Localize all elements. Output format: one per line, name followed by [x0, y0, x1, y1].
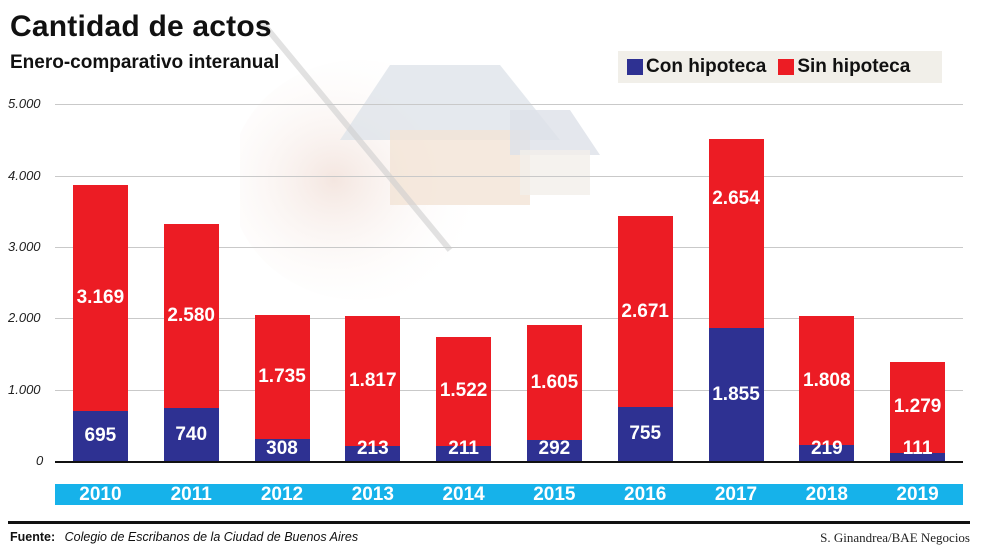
gridline-1000 — [55, 390, 963, 391]
value-label-sin-hipoteca: 1.808 — [803, 369, 851, 391]
value-label-con-hipoteca: 1.855 — [712, 383, 760, 405]
bar-2019: 1.279 111 — [890, 361, 946, 461]
bar-segment-con-hipoteca — [617, 407, 673, 461]
value-label-con-hipoteca: 292 — [538, 437, 571, 459]
y-tick-label: 0 — [36, 453, 44, 468]
gridline-3000 — [55, 247, 963, 248]
legend: Con hipoteca Sin hipoteca — [618, 51, 942, 83]
value-label-con-hipoteca: 213 — [356, 437, 389, 459]
bar-segment-con-hipoteca — [526, 440, 582, 461]
gridline-4000 — [55, 176, 963, 177]
bar-segment-sin-hipoteca — [163, 223, 219, 409]
bar-segment-sin-hipoteca — [526, 325, 582, 441]
value-label-sin-hipoteca: 1.279 — [893, 396, 942, 418]
chart-subtitle: Enero-comparativo interanual — [10, 52, 280, 73]
bar-segment-con-hipoteca — [890, 453, 946, 461]
bar-2011: 2.580 740 — [163, 223, 219, 461]
y-tick-label: 3.000 — [8, 239, 41, 254]
value-label-con-hipoteca: 111 — [902, 437, 933, 459]
bar-segment-sin-hipoteca — [617, 216, 673, 407]
value-label-con-hipoteca: 755 — [629, 422, 662, 444]
year-label: 2018 — [805, 484, 848, 505]
bar-2010: 3.169 695 — [72, 184, 128, 461]
value-label-sin-hipoteca: 2.671 — [621, 300, 669, 322]
bar-2015: 1.605 292 — [526, 325, 582, 461]
bar-2018: 1.808 219 — [799, 316, 855, 461]
year-label: 2010 — [79, 484, 122, 505]
value-label-sin-hipoteca: 1.817 — [349, 369, 397, 391]
bar-2016: 2.671 755 — [617, 216, 673, 461]
value-label-sin-hipoteca: 2.580 — [167, 304, 215, 326]
legend-swatch-sin-hipoteca — [778, 59, 795, 75]
year-label: 2012 — [260, 484, 304, 505]
value-label-sin-hipoteca: 2.654 — [712, 187, 760, 209]
bar-2017: 2.654 1.855 — [708, 138, 764, 461]
bar-segment-con-hipoteca — [254, 438, 310, 461]
author-credit: S. Ginandrea/BAE Negocios — [820, 530, 970, 545]
bar-segment-sin-hipoteca — [708, 138, 764, 329]
bar-2013: 1.817 213 — [345, 315, 401, 461]
bar-segment-sin-hipoteca — [72, 184, 128, 412]
y-tick-label: 1.000 — [8, 382, 41, 397]
value-label-con-hipoteca: 740 — [175, 423, 208, 445]
source-note: Fuente: Colegio de Escribanos de la Ciud… — [10, 530, 358, 544]
y-tick-label: 2.000 — [8, 310, 41, 325]
gridline-5000 — [55, 104, 963, 105]
bar-segment-con-hipoteca — [163, 408, 219, 461]
bar-segment-sin-hipoteca — [799, 316, 855, 446]
value-label-con-hipoteca: 211 — [448, 437, 479, 459]
year-label: 2016 — [624, 484, 667, 505]
bar-2014: 1.522 211 — [436, 337, 492, 461]
value-label-sin-hipoteca: 3.169 — [76, 287, 125, 308]
year-label: 2011 — [170, 484, 212, 505]
bar-segment-con-hipoteca — [72, 411, 128, 461]
bar-segment-sin-hipoteca — [254, 314, 310, 439]
bar-2012: 1.735 308 — [254, 314, 310, 461]
plot-area: 5.000 4.000 3.000 2.000 1.000 0 3.169 695… — [8, 96, 963, 468]
bar-segment-con-hipoteca — [345, 445, 401, 461]
gridline-2000 — [55, 318, 963, 319]
bar-segment-con-hipoteca — [708, 328, 764, 461]
bar-segment-con-hipoteca — [799, 445, 855, 461]
year-label: 2019 — [896, 484, 939, 505]
value-label-sin-hipoteca: 1.522 — [439, 380, 488, 402]
source-text: Colegio de Escribanos de la Ciudad de Bu… — [64, 530, 359, 544]
bar-segment-sin-hipoteca — [345, 315, 401, 446]
legend-label: Con hipoteca — [646, 56, 767, 77]
y-tick-label: 4.000 — [8, 168, 41, 183]
y-tick-label: 5.000 — [8, 96, 41, 111]
bar-segment-sin-hipoteca — [890, 361, 946, 454]
source-label: Fuente: — [10, 530, 56, 544]
legend-label: Sin hipoteca — [797, 56, 911, 77]
year-label: 2017 — [714, 484, 758, 505]
value-label-sin-hipoteca: 1.605 — [530, 371, 579, 393]
value-label-con-hipoteca: 219 — [810, 437, 843, 459]
legend-item-sin-hipoteca: Sin hipoteca — [778, 56, 910, 78]
value-label-con-hipoteca: 695 — [84, 425, 117, 447]
chart-title: Cantidad de actos — [10, 10, 272, 43]
x-axis-year-band: 2010 2011 2012 2013 2014 2015 2016 2017 … — [55, 484, 963, 505]
bar-segment-con-hipoteca — [436, 445, 492, 461]
x-axis-baseline — [55, 461, 963, 463]
legend-swatch-con-hipoteca — [627, 59, 643, 75]
year-label: 2013 — [351, 484, 394, 505]
legend-item-con-hipoteca: Con hipoteca — [627, 56, 766, 78]
footer-divider — [8, 521, 970, 524]
year-label: 2014 — [442, 484, 485, 505]
year-label: 2015 — [533, 484, 576, 505]
bar-segment-sin-hipoteca — [436, 337, 492, 446]
value-label-con-hipoteca: 308 — [266, 437, 298, 459]
value-label-sin-hipoteca: 1.735 — [258, 365, 306, 387]
